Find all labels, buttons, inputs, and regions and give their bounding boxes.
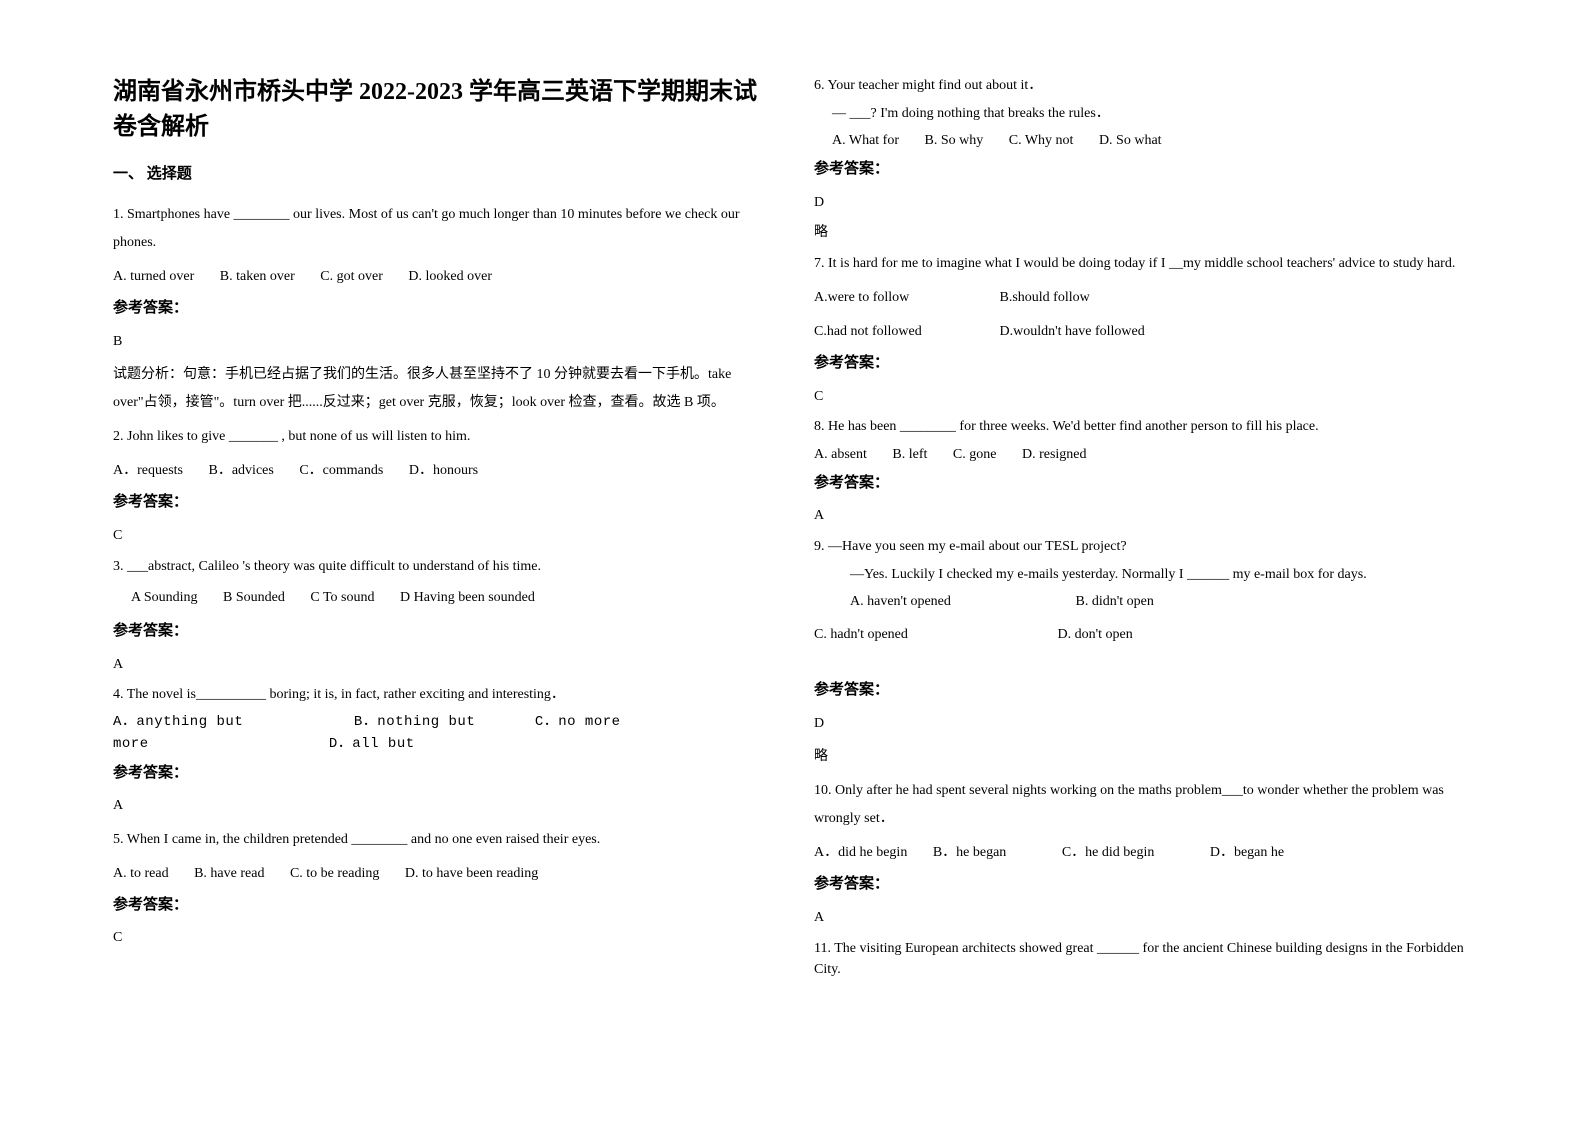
q5-answer: C	[113, 926, 778, 950]
q7-opt-d: D.wouldn't have followed	[1000, 318, 1145, 346]
left-column: 湖南省永州市桥头中学 2022-2023 学年高三英语下学期期末试卷含解析 一、…	[95, 75, 796, 1082]
q4-opt-b: B．nothing but	[354, 712, 504, 734]
q6-options: A. What for B. So why C. Why not D. So w…	[814, 130, 1479, 152]
answer-label: 参考答案：	[814, 352, 1479, 375]
q1-text: 1. Smartphones have ________ our lives. …	[113, 201, 778, 257]
q1-opt-a: A. turned over	[113, 263, 194, 291]
answer-label: 参考答案：	[113, 894, 778, 917]
q8-opt-a: A. absent	[814, 444, 867, 466]
q4-opt-c: C．no more	[535, 712, 621, 734]
q6-opt-d: D. So what	[1099, 130, 1162, 152]
q2-opt-b: B．advices	[209, 457, 274, 485]
q6-opt-a: A. What for	[832, 130, 899, 152]
q4-answer: A	[113, 794, 778, 818]
q2-answer: C	[113, 524, 778, 548]
q7-text: 7. It is hard for me to imagine what I w…	[814, 250, 1479, 278]
q7-opt-a: A.were to follow	[814, 284, 974, 312]
q1-answer: B	[113, 330, 778, 354]
answer-label: 参考答案：	[814, 679, 1479, 702]
q8-opt-c: C. gone	[953, 444, 997, 466]
right-column: 6. Your teacher might find out about it．…	[796, 75, 1497, 1082]
q9-text2: —Yes. Luckily I checked my e-mails yeste…	[814, 564, 1479, 586]
q6-opt-c: C. Why not	[1009, 130, 1074, 152]
q7-options-row2: C.had not followed D.wouldn't have follo…	[814, 318, 1479, 346]
q11-text: 11. The visiting European architects sho…	[814, 938, 1479, 981]
q6-lue: 略	[814, 222, 1479, 244]
q10-opt-c: C．he did begin	[1062, 839, 1155, 867]
q3-opt-b: B Sounded	[223, 583, 285, 614]
answer-label: 参考答案：	[814, 472, 1479, 495]
q8-options: A. absent B. left C. gone D. resigned	[814, 444, 1479, 466]
q8-answer: A	[814, 504, 1479, 528]
q3-options: A Sounding B Sounded C To sound D Having…	[113, 583, 778, 614]
answer-label: 参考答案：	[113, 491, 778, 514]
q1-opt-d: D. looked over	[408, 263, 492, 291]
q6-opt-b: B. So why	[925, 130, 984, 152]
q10-opt-d: D．began he	[1210, 839, 1284, 867]
q6-text2: — ___? I'm doing nothing that breaks the…	[814, 103, 1479, 125]
q10-opt-b: B．he began	[933, 839, 1006, 867]
q9-opt-b: B. didn't open	[1076, 591, 1154, 613]
q4-stem: 4. The novel is__________ boring; it is,…	[113, 687, 565, 702]
q6-answer: D	[814, 191, 1479, 215]
q3-text: 3. ___abstract, Calileo 's theory was qu…	[113, 556, 778, 578]
doc-title: 湖南省永州市桥头中学 2022-2023 学年高三英语下学期期末试卷含解析	[113, 75, 778, 145]
answer-label: 参考答案：	[113, 620, 778, 643]
answer-label: 参考答案：	[113, 762, 778, 785]
q7-options-row1: A.were to follow B.should follow	[814, 284, 1479, 312]
q2-opt-a: A．requests	[113, 457, 183, 485]
answer-label: 参考答案：	[113, 297, 778, 320]
q3-opt-a: A Sounding	[131, 583, 198, 614]
q3-opt-d: D Having been sounded	[400, 583, 535, 614]
q10-opt-a: A．did he begin	[814, 839, 907, 867]
q4-opt-a: A．anything but	[113, 712, 323, 734]
q1-explain: 试题分析：句意：手机已经占据了我们的生活。很多人甚至坚持不了 10 分钟就要去看…	[113, 361, 778, 417]
q9-opt-c: C. hadn't opened	[814, 621, 1032, 649]
q9-text1: 9. —Have you seen my e-mail about our TE…	[814, 536, 1479, 558]
q4-opt-d: D．all but	[329, 734, 415, 756]
q8-opt-d: D. resigned	[1022, 444, 1087, 466]
q5-opt-c: C. to be reading	[290, 860, 379, 888]
q2-opt-d: D．honours	[409, 457, 478, 485]
q3-opt-c: C To sound	[310, 583, 374, 614]
q2-text: 2. John likes to give _______ , but none…	[113, 423, 778, 451]
q7-opt-b: B.should follow	[1000, 284, 1090, 312]
q9-opt-a: A. haven't opened	[850, 591, 1050, 613]
q4-text: 4. The novel is__________ boring; it is,…	[113, 684, 778, 706]
q10-answer: A	[814, 906, 1479, 930]
q7-answer: C	[814, 385, 1479, 409]
q5-text: 5. When I came in, the children pretende…	[113, 826, 778, 854]
q1-options: A. turned over B. taken over C. got over…	[113, 263, 778, 291]
section-heading: 一、 选择题	[113, 163, 778, 186]
q4-options: A．anything but B．nothing but C．no more m…	[113, 712, 778, 755]
answer-label: 参考答案：	[814, 873, 1479, 896]
q9-answer: D	[814, 712, 1479, 736]
answer-label: 参考答案：	[814, 158, 1479, 181]
q2-options: A．requests B．advices C．commands D．honour…	[113, 457, 778, 485]
q5-opt-d: D. to have been reading	[405, 860, 538, 888]
q2-opt-c: C．commands	[299, 457, 383, 485]
q1-opt-b: B. taken over	[220, 263, 295, 291]
q9-options-row1: A. haven't opened B. didn't open	[814, 591, 1479, 613]
q10-text: 10. Only after he had spent several nigh…	[814, 777, 1479, 833]
q5-options: A. to read B. have read C. to be reading…	[113, 860, 778, 888]
q5-opt-b: B. have read	[194, 860, 264, 888]
q9-opt-d: D. don't open	[1058, 621, 1133, 649]
q1-opt-c: C. got over	[320, 263, 383, 291]
q3-answer: A	[113, 653, 778, 677]
q10-options: A．did he begin B．he began C．he did begin…	[814, 839, 1479, 867]
q8-text: 8. He has been ________ for three weeks.…	[814, 416, 1479, 438]
q9-lue: 略	[814, 743, 1479, 771]
q8-opt-b: B. left	[892, 444, 927, 466]
q7-opt-c: C.had not followed	[814, 318, 974, 346]
q9-options-row2: C. hadn't opened D. don't open	[814, 621, 1479, 649]
q5-opt-a: A. to read	[113, 860, 169, 888]
q6-text1: 6. Your teacher might find out about it．	[814, 75, 1479, 97]
